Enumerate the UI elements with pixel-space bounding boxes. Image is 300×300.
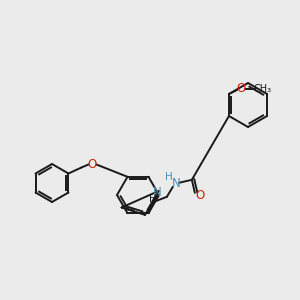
Text: N: N (153, 185, 162, 199)
Text: CH₃: CH₃ (254, 84, 272, 94)
Text: O: O (88, 158, 97, 171)
Text: H: H (165, 172, 173, 182)
Text: O: O (195, 189, 205, 202)
Text: O: O (236, 82, 246, 95)
Text: N: N (172, 177, 180, 190)
Text: H: H (149, 194, 157, 204)
